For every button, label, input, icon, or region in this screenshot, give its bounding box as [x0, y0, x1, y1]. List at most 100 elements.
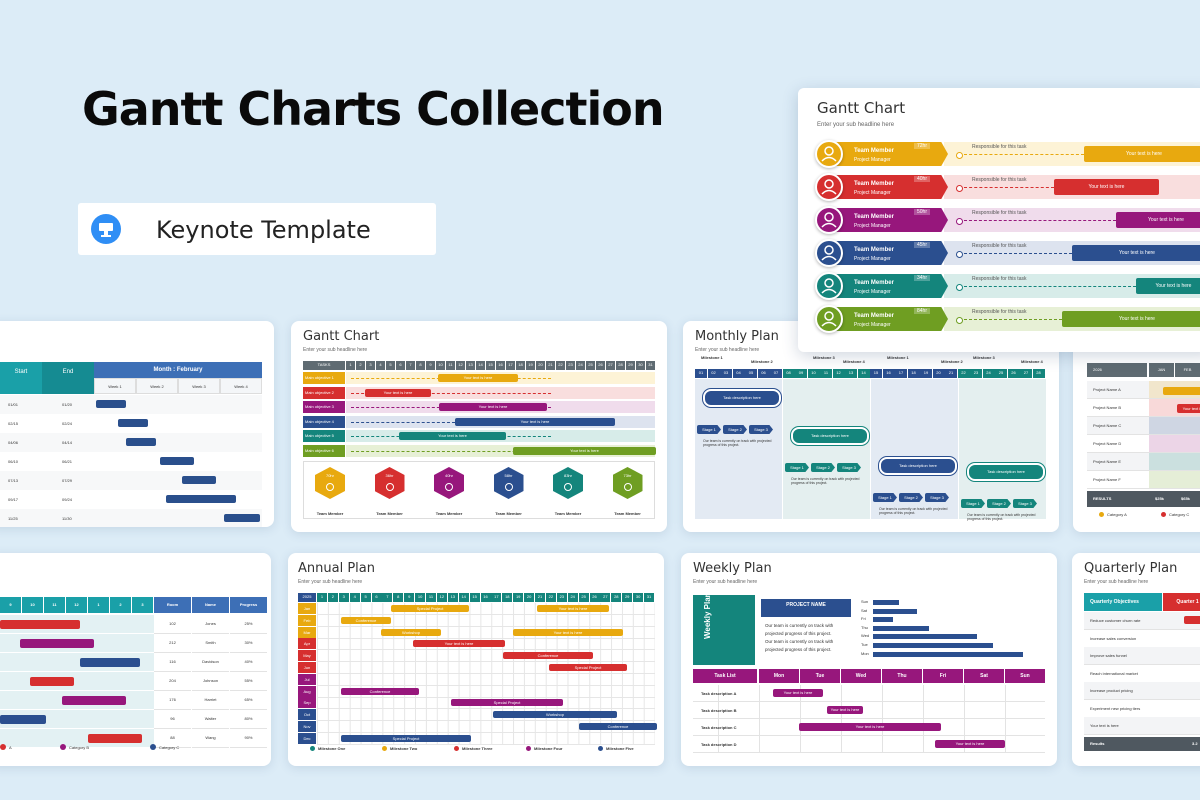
user-icon	[445, 483, 453, 491]
mini-bar	[873, 643, 993, 648]
gantt-row: Team Member Project Manager 50hr Responsibl…	[814, 206, 1200, 236]
hero-title: Gantt Charts Collection	[82, 82, 665, 136]
day-number: 6	[371, 593, 382, 602]
hour-header: 2	[110, 597, 131, 613]
results-value: 3.2	[1192, 741, 1198, 746]
milestone-dot	[310, 746, 315, 751]
table-cell: Harriet	[192, 691, 229, 710]
milestone-label: Milestone Two	[390, 746, 418, 751]
table-row	[0, 471, 262, 491]
day-number: 17	[895, 369, 907, 378]
dashed-line	[351, 421, 551, 423]
day-number: 05	[745, 369, 757, 378]
user-icon	[326, 483, 334, 491]
task-bar: Your text is here	[827, 706, 863, 714]
event-bar: Special Project	[549, 664, 627, 671]
milestone-label: Milestone Three	[462, 746, 493, 751]
member-label: Team Member	[614, 511, 641, 516]
milestone-label: Milestone 2	[941, 359, 963, 364]
hour-header: 11	[44, 597, 65, 613]
start-date: 11/25	[8, 516, 18, 521]
week-header: Week 2	[136, 378, 178, 394]
month-label: Sep	[298, 697, 316, 709]
month-label: Feb	[298, 614, 316, 626]
responsible-note: Responsible for this task	[972, 243, 1027, 249]
mini-day-label: Tue	[861, 642, 868, 647]
member-role: Project Manager	[854, 223, 891, 229]
member-role: Project Manager	[854, 157, 891, 163]
stage-arrow: Stage 1	[697, 425, 721, 434]
badge-label: Keynote Template	[156, 216, 371, 244]
month-label: Mar	[298, 626, 316, 638]
dashed-line	[964, 187, 1054, 188]
day-number: 30	[636, 361, 645, 370]
task-bar: Your text is here	[1062, 311, 1200, 327]
card-subtitle: Enter your sub headline here	[298, 579, 363, 585]
task-bar: Your text is here	[773, 689, 823, 697]
day-number: 25	[586, 361, 595, 370]
day-number: 26	[596, 361, 605, 370]
dot-marker	[956, 284, 963, 291]
week-panel	[959, 379, 1046, 519]
members-panel	[303, 461, 655, 519]
stage-arrow: Stage 3	[925, 493, 949, 502]
start-date: 04/06	[8, 440, 19, 445]
event-bar: Conference	[341, 687, 419, 695]
task-bar: Your text is here	[513, 446, 656, 455]
results-value: $65k	[1181, 496, 1190, 501]
dashed-line	[351, 392, 551, 394]
task-pill: Task description here	[703, 389, 781, 407]
stage-arrow: Stage 2	[811, 463, 835, 472]
member-role: Project Manager	[854, 289, 891, 295]
side-label: Weekly Plan	[703, 592, 712, 639]
table-cell: Smith	[192, 634, 229, 653]
keynote-podium-icon	[91, 214, 121, 244]
milestone-label: Milestone 4	[1021, 359, 1043, 364]
task-bar	[96, 400, 126, 408]
card-subtitle: Enter your sub headline here	[303, 347, 368, 353]
event-bar: Special Project	[451, 699, 563, 707]
objective-label: Experiment new pricing tiers	[1090, 705, 1141, 711]
day-number: 7	[382, 593, 393, 602]
day-header: Thu	[882, 669, 922, 683]
row-label: Main objective 4	[303, 415, 345, 428]
day-number: 22	[556, 361, 565, 370]
hours-badge: 45hr	[914, 242, 931, 248]
dashed-line	[964, 319, 1062, 320]
mini-bar	[873, 617, 893, 623]
task-label: Task description C	[701, 725, 737, 730]
row-label: Main objective 6	[303, 444, 345, 457]
day-number: 18	[516, 361, 525, 370]
day-number: 2	[356, 361, 365, 370]
day-number: 15	[486, 361, 495, 370]
schedule-bar	[30, 677, 74, 686]
mini-bar	[873, 608, 917, 614]
avatar-icon	[815, 206, 843, 234]
task-bar: Your text is here	[399, 432, 506, 440]
day-number: 18	[907, 369, 920, 378]
dot-marker	[956, 152, 963, 159]
member-hexagon: 83hr	[553, 467, 583, 499]
start-date: 09/17	[8, 497, 19, 502]
card-title: Quarterly Plan	[1084, 561, 1178, 576]
tasks-header: TASKS	[303, 361, 345, 370]
day-number: 22	[545, 593, 556, 602]
responsible-note: Responsible for this task	[972, 276, 1027, 282]
project-row	[1087, 435, 1200, 453]
hour-header: 12	[66, 597, 87, 613]
day-number: 02	[707, 369, 720, 378]
day-number: 21	[945, 369, 957, 378]
mini-day-label: Fri	[861, 616, 866, 622]
day-number: 10	[415, 593, 426, 602]
gantt-row: Team Member Project Manager 72hr Responsibl…	[814, 140, 1200, 170]
end-date: 07/29	[62, 478, 73, 483]
member-name: Team Member	[854, 247, 894, 253]
card-annual-plan: Annual Plan Enter your sub headline here…	[288, 553, 664, 766]
card-subtitle: Enter your sub headline here	[817, 122, 895, 128]
day-number: 30	[633, 593, 644, 602]
milestone-dot	[454, 746, 459, 751]
day-number: 12	[436, 593, 447, 602]
day-number: 19	[513, 593, 524, 602]
day-number: 4	[376, 361, 385, 370]
day-header: Mon	[759, 669, 799, 683]
